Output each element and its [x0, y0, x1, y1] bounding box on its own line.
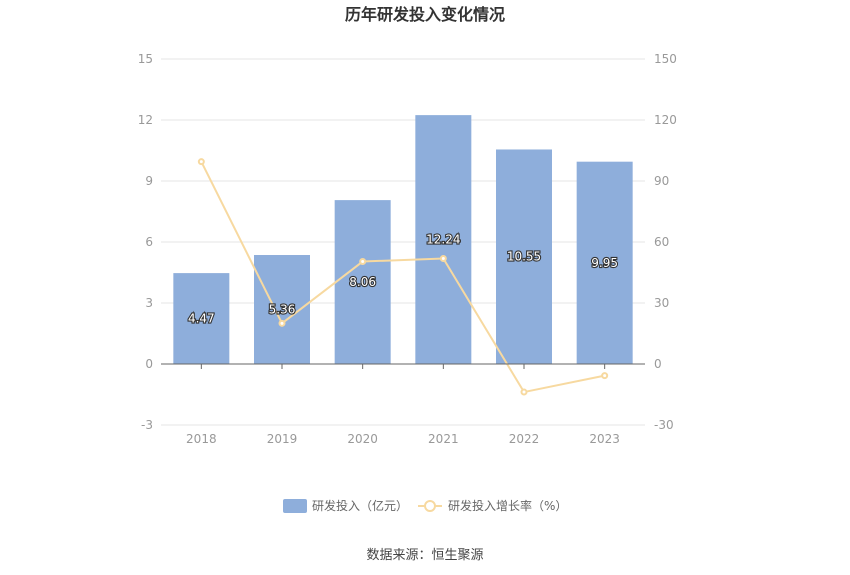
bar-data-label: 10.55: [507, 250, 541, 264]
left-tick-label: 6: [145, 235, 153, 249]
right-axis-ticks: 150 120 90 60 30 0 -30: [654, 52, 677, 432]
right-tick-label: 0: [654, 357, 662, 371]
left-tick-label: -3: [141, 418, 153, 432]
chart-title: 历年研发投入变化情况: [345, 5, 505, 24]
legend[interactable]: 研发投入（亿元） 研发投入增长率（%）: [283, 498, 567, 513]
bar: [496, 149, 552, 364]
left-tick-label: 9: [145, 174, 153, 188]
line-point: [439, 254, 447, 262]
growth-line: [200, 161, 605, 394]
right-tick-label: -30: [654, 418, 674, 432]
x-tick-label: 2021: [428, 432, 459, 446]
legend-line-marker: [424, 500, 436, 512]
bar-data-label: 5.36: [269, 303, 296, 317]
right-tick-label: 120: [654, 113, 677, 127]
bar: [334, 200, 391, 364]
right-tick-label: 90: [654, 174, 669, 188]
x-tick-label: 2019: [267, 432, 298, 446]
left-tick-label: 15: [138, 52, 153, 66]
line-point: [601, 372, 609, 380]
legend-bar-label: 研发投入（亿元）: [312, 498, 408, 513]
legend-bar-swatch: [283, 499, 307, 513]
line-point: [359, 258, 367, 266]
legend-line-label: 研发投入增长率（%）: [448, 498, 567, 513]
left-tick-label: 3: [145, 296, 153, 310]
left-tick-label: 0: [145, 357, 153, 371]
grid-lines: [161, 58, 645, 426]
bar-data-label: 12.24: [426, 233, 460, 247]
bar-data-labels: 4.47 5.36 8.06 12.24 10.55 9.95: [187, 231, 619, 326]
bar-data-label: 4.47: [188, 312, 215, 326]
source-note: 数据来源：恒生聚源: [366, 548, 483, 563]
left-tick-label: 12: [138, 113, 153, 127]
bar-series: [173, 115, 633, 365]
line-point: [278, 319, 286, 327]
bar-data-label: 8.06: [349, 275, 376, 289]
x-tick-label: 2020: [347, 432, 378, 446]
left-axis-ticks: 15 12 9 6 3 0 -3: [138, 52, 153, 432]
line-series: [197, 158, 609, 396]
bar-data-label: 9.95: [591, 256, 618, 270]
bar: [415, 115, 472, 365]
bar: [576, 161, 633, 364]
right-tick-label: 30: [654, 296, 669, 310]
x-tick-label: 2022: [509, 432, 540, 446]
x-tick-label: 2018: [186, 432, 217, 446]
line-point: [197, 158, 205, 166]
right-tick-label: 150: [654, 52, 677, 66]
right-tick-label: 60: [654, 235, 669, 249]
line-point: [520, 388, 528, 396]
bar: [173, 273, 230, 364]
x-axis: 2018 2019 2020 2021 2022 2023: [161, 363, 645, 446]
x-tick-label: 2023: [589, 432, 620, 446]
